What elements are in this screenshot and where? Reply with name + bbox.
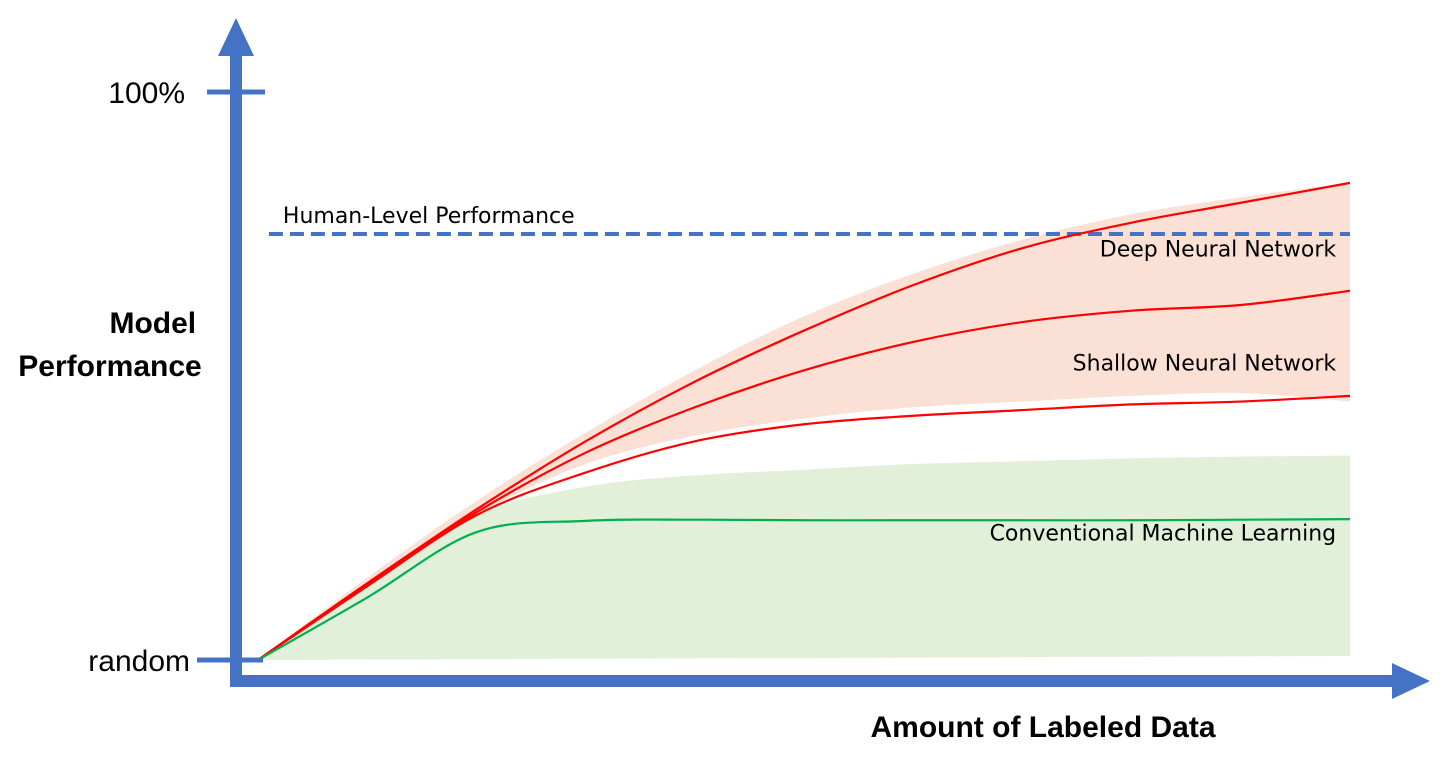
human-level-reference: Human-Level Performance <box>268 204 1350 236</box>
series-lines <box>257 181 1351 661</box>
neural-network-band <box>258 182 1350 660</box>
y-axis-title-line-2: Performance <box>18 350 201 383</box>
deep-neural-network-label: Deep Neural Network <box>1100 238 1337 263</box>
confidence-bands <box>258 182 1350 660</box>
y-axis-title: Model Performance <box>18 307 204 383</box>
shallow-neural-network-label: Shallow Neural Network <box>1073 351 1337 376</box>
axes <box>218 18 1430 699</box>
conventional-machine-learning-label: Conventional Machine Learning <box>990 522 1337 547</box>
y-ticks: random 100% <box>88 77 265 678</box>
series-labels: Deep Neural Network Shallow Neural Networ… <box>990 238 1337 547</box>
y-axis-arrow-icon <box>218 18 254 56</box>
lower-bound-line-2 <box>257 394 1351 661</box>
deep-neural-network-line <box>257 181 1351 661</box>
tick-label-top: 100% <box>108 77 185 110</box>
tick-label-bottom: random <box>88 645 190 678</box>
human-level-label: Human-Level Performance <box>283 204 575 229</box>
x-axis-title: Amount of Labeled Data <box>870 711 1215 744</box>
y-axis-title-line-1: Model <box>109 307 196 340</box>
conventional-machine-learning-line <box>257 518 1351 661</box>
conventional-ml-band <box>258 455 1350 660</box>
x-axis-arrow-icon <box>1392 663 1430 699</box>
